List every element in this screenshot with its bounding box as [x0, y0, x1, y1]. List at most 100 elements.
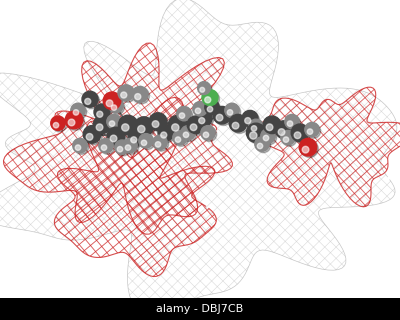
Circle shape [249, 119, 263, 134]
Circle shape [132, 86, 148, 102]
Circle shape [285, 115, 299, 129]
Circle shape [96, 106, 112, 122]
Circle shape [305, 123, 319, 137]
Circle shape [261, 129, 275, 143]
Circle shape [131, 137, 137, 143]
Circle shape [149, 113, 167, 131]
Circle shape [120, 117, 139, 136]
Circle shape [93, 116, 111, 134]
Circle shape [251, 126, 257, 131]
Circle shape [189, 117, 206, 135]
Circle shape [205, 97, 211, 103]
Circle shape [190, 124, 197, 131]
Circle shape [198, 82, 210, 94]
Circle shape [200, 87, 205, 92]
Circle shape [275, 121, 293, 139]
Circle shape [72, 105, 87, 119]
Circle shape [52, 117, 67, 132]
Circle shape [174, 132, 189, 146]
Circle shape [257, 143, 263, 149]
Circle shape [97, 111, 103, 117]
Circle shape [206, 101, 221, 116]
Circle shape [245, 118, 251, 124]
Circle shape [299, 139, 317, 156]
Circle shape [282, 132, 297, 146]
Circle shape [231, 116, 248, 133]
Circle shape [182, 127, 197, 141]
Circle shape [135, 93, 141, 100]
Circle shape [85, 127, 102, 145]
Circle shape [117, 147, 123, 152]
Circle shape [250, 132, 257, 139]
Circle shape [71, 103, 85, 117]
Circle shape [199, 83, 212, 96]
Circle shape [110, 135, 117, 142]
Circle shape [291, 124, 309, 141]
Circle shape [84, 93, 100, 109]
Circle shape [73, 110, 79, 115]
Circle shape [101, 145, 107, 150]
Circle shape [293, 125, 310, 143]
Circle shape [307, 129, 313, 134]
Circle shape [109, 121, 115, 126]
Circle shape [213, 106, 231, 124]
Circle shape [177, 106, 191, 121]
Circle shape [136, 118, 155, 138]
Circle shape [120, 86, 136, 102]
Bar [0, 298, 400, 320]
Circle shape [265, 117, 282, 135]
Circle shape [74, 140, 89, 154]
Circle shape [130, 131, 146, 147]
Circle shape [255, 137, 269, 151]
Circle shape [125, 145, 131, 150]
Circle shape [108, 116, 123, 130]
Circle shape [187, 116, 205, 134]
Circle shape [294, 132, 301, 139]
Circle shape [107, 115, 121, 129]
Circle shape [103, 92, 121, 109]
Circle shape [161, 132, 167, 138]
Circle shape [140, 135, 155, 149]
Circle shape [141, 140, 147, 146]
Circle shape [202, 90, 218, 106]
Circle shape [286, 116, 301, 130]
Circle shape [283, 137, 289, 142]
Circle shape [198, 112, 214, 128]
Circle shape [277, 122, 294, 140]
Circle shape [111, 105, 117, 110]
Circle shape [110, 100, 125, 114]
Circle shape [155, 142, 161, 147]
Circle shape [199, 118, 205, 124]
Circle shape [207, 107, 213, 112]
Circle shape [178, 108, 193, 122]
Circle shape [262, 130, 277, 145]
Circle shape [215, 108, 232, 125]
Circle shape [118, 115, 138, 134]
Circle shape [106, 100, 113, 107]
Circle shape [109, 129, 126, 146]
Circle shape [158, 125, 174, 141]
Circle shape [242, 110, 258, 126]
Circle shape [134, 117, 154, 136]
Circle shape [246, 123, 266, 142]
Circle shape [194, 103, 209, 117]
Circle shape [287, 121, 293, 126]
Circle shape [250, 121, 265, 135]
Circle shape [183, 132, 189, 138]
Circle shape [281, 130, 295, 145]
Circle shape [94, 104, 110, 120]
Circle shape [248, 125, 267, 144]
Circle shape [107, 127, 125, 145]
Circle shape [118, 85, 134, 101]
Circle shape [263, 135, 269, 141]
Circle shape [278, 129, 285, 135]
Circle shape [65, 111, 83, 129]
Circle shape [160, 126, 176, 142]
Circle shape [181, 126, 195, 140]
Circle shape [154, 137, 169, 151]
Circle shape [193, 102, 207, 116]
Circle shape [100, 140, 115, 154]
Text: alamy - DBJ7CB: alamy - DBJ7CB [156, 304, 244, 314]
Circle shape [85, 99, 91, 105]
Circle shape [86, 133, 93, 140]
